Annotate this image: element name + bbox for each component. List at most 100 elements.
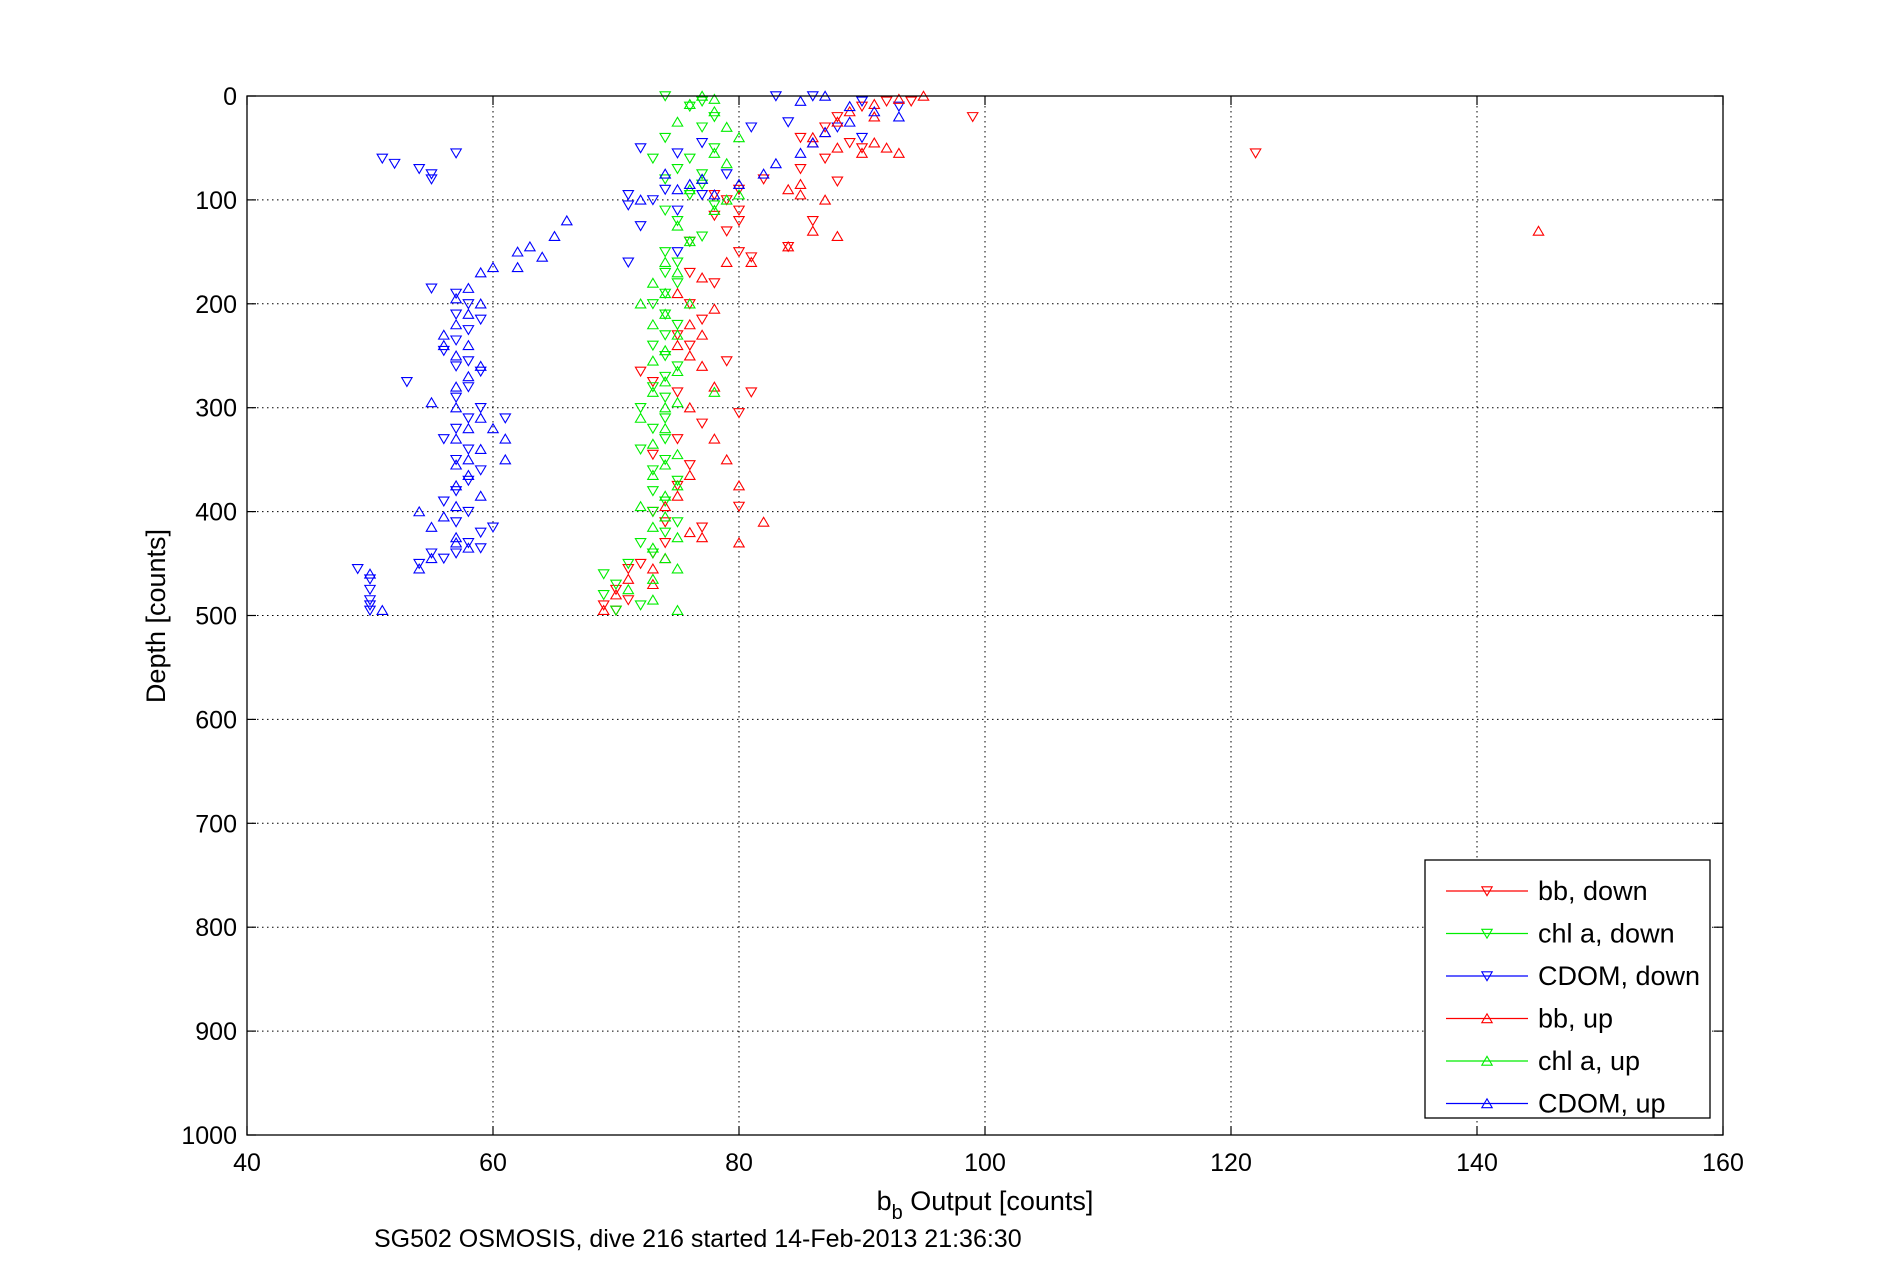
data-point [474, 366, 487, 378]
data-point [634, 412, 647, 423]
data-point [646, 521, 660, 532]
data-point [659, 371, 672, 383]
data-point [671, 531, 684, 543]
data-point [708, 204, 721, 215]
data-point [646, 548, 660, 559]
data-point [720, 453, 733, 465]
data-point [634, 298, 647, 309]
data-point [671, 164, 684, 175]
y-tick-label: 100 [195, 187, 237, 215]
data-point [474, 298, 487, 309]
data-point [437, 339, 450, 351]
data-point [671, 517, 684, 528]
data-point [462, 413, 475, 424]
x-tick-label: 40 [233, 1149, 261, 1177]
data-point [806, 225, 819, 236]
data-point [794, 178, 807, 190]
data-point [671, 148, 684, 159]
data-point [745, 387, 758, 398]
data-point [462, 308, 475, 319]
legend-entry: chl a, down [1446, 919, 1675, 949]
data-point [474, 360, 487, 371]
data-point [646, 386, 660, 397]
data-point [634, 600, 647, 611]
data-point [449, 401, 463, 413]
legend-entries: bb, down chl a, down CDOM, down bb, up chl a… [1446, 876, 1700, 1119]
data-point [695, 522, 709, 533]
data-point [634, 366, 647, 378]
data-point [659, 330, 672, 341]
data-point [462, 356, 475, 367]
data-point [671, 396, 684, 408]
data-point [818, 126, 832, 138]
data-point [695, 531, 709, 543]
data-point [855, 96, 869, 107]
data-point [363, 595, 377, 606]
data-point [732, 178, 746, 190]
data-point [806, 215, 819, 227]
legend-marker [1480, 886, 1494, 897]
data-point [462, 453, 475, 465]
data-point [708, 200, 721, 211]
data-point [646, 355, 660, 366]
data-point [449, 288, 463, 300]
data-point [659, 287, 672, 299]
data-point [683, 318, 696, 330]
data-point [671, 361, 684, 372]
data-point [843, 116, 856, 127]
data-point [745, 252, 758, 263]
data-point [659, 517, 672, 528]
y-tick-label: 1000 [181, 1122, 237, 1150]
series-2 [351, 91, 906, 617]
x-tick-label: 160 [1702, 1149, 1744, 1177]
data-point [363, 605, 377, 617]
data-point [462, 422, 475, 434]
data-point [868, 111, 881, 122]
data-point [659, 351, 672, 362]
data-point [449, 292, 463, 304]
data-point [732, 479, 746, 491]
data-point [708, 105, 721, 117]
data-point [659, 308, 672, 319]
data-point [425, 396, 438, 408]
data-point [499, 453, 512, 465]
data-point [831, 112, 844, 123]
data-point [683, 349, 696, 361]
data-point [720, 256, 733, 267]
x-tick-label: 100 [964, 1149, 1006, 1177]
data-point [855, 132, 869, 144]
data-point [683, 526, 696, 538]
data-point [695, 96, 709, 107]
data-point [511, 261, 524, 273]
data-point [794, 132, 807, 144]
data-point [659, 496, 672, 507]
data-point [683, 189, 696, 201]
legend-marker [1480, 1055, 1494, 1066]
data-point [659, 527, 672, 539]
data-point [671, 205, 684, 217]
data-point [695, 360, 709, 371]
legend-label: bb, down [1538, 876, 1648, 906]
data-point [646, 318, 660, 330]
data-point [695, 329, 709, 340]
data-point [474, 543, 487, 554]
data-point [671, 247, 684, 258]
data-point [671, 448, 684, 460]
data-point [683, 469, 696, 480]
data-point [622, 558, 635, 570]
y-tick-label: 600 [195, 706, 237, 734]
data-point [634, 538, 647, 549]
data-point [695, 138, 709, 149]
legend-label: chl a, up [1538, 1046, 1640, 1076]
data-point [646, 153, 660, 165]
legend-entry: CDOM, down [1446, 961, 1700, 991]
x-tick-label: 140 [1456, 1149, 1498, 1177]
data-point [425, 169, 438, 180]
data-point [622, 189, 635, 201]
data-point [462, 469, 475, 480]
data-point [683, 178, 696, 190]
data-point [671, 339, 684, 351]
data-point [695, 418, 709, 430]
data-point [806, 131, 819, 143]
